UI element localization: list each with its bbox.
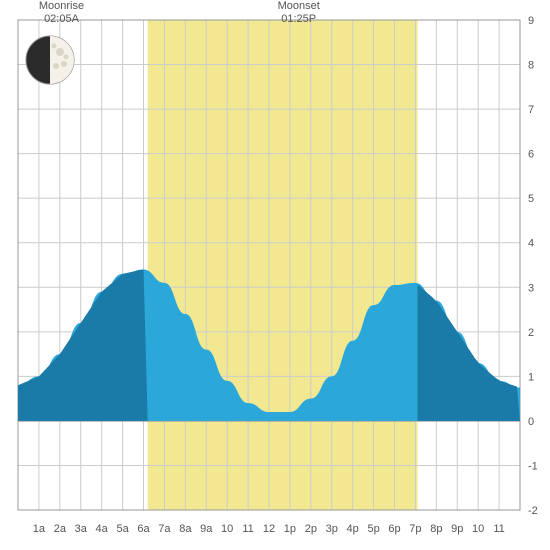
x-tick-label: 8p	[430, 523, 442, 535]
x-tick-label: 4p	[347, 523, 359, 535]
x-tick-label: 5a	[116, 523, 129, 535]
y-tick-label: 5	[528, 193, 534, 205]
y-tick-label: -1	[528, 460, 538, 472]
moonrise-title: Moonrise	[22, 0, 102, 13]
x-tick-label: 9p	[451, 523, 463, 535]
x-tick-label: 7p	[409, 523, 421, 535]
x-tick-label: 4a	[96, 523, 109, 535]
y-tick-label: 4	[528, 238, 534, 250]
tide-chart: Moonrise 02:05A Moonset 01:25P -2-101234…	[0, 0, 550, 550]
x-tick-label: 7a	[158, 523, 171, 535]
x-tick-label: 9a	[200, 523, 213, 535]
moonrise-label: Moonrise 02:05A	[22, 0, 102, 26]
y-tick-label: 7	[528, 104, 534, 116]
x-tick-label: 10	[221, 523, 233, 535]
x-tick-label: 11	[242, 523, 253, 535]
y-tick-label: 1	[528, 371, 534, 383]
x-tick-label: 3a	[75, 523, 88, 535]
x-tick-label: 8a	[179, 523, 192, 535]
y-tick-label: 9	[528, 15, 534, 27]
x-tick-label: 6a	[137, 523, 150, 535]
y-tick-label: -2	[528, 505, 538, 517]
chart-svg: -2-101234567891a2a3a4a5a6a7a8a9a1011121p…	[0, 0, 550, 550]
x-tick-label: 12	[263, 523, 275, 535]
y-tick-label: 6	[528, 149, 534, 161]
x-tick-label: 5p	[367, 523, 379, 535]
y-tick-label: 8	[528, 60, 534, 72]
x-tick-label: 1a	[33, 523, 46, 535]
moonset-time: 01:25P	[259, 13, 339, 26]
x-tick-label: 6p	[388, 523, 400, 535]
moonset-title: Moonset	[259, 0, 339, 13]
y-tick-label: 2	[528, 327, 534, 339]
moon-phase-icon	[26, 36, 74, 84]
y-tick-label: 3	[528, 282, 534, 294]
moonset-label: Moonset 01:25P	[259, 0, 339, 26]
x-tick-label: 10	[472, 523, 484, 535]
y-tick-label: 0	[528, 416, 534, 428]
x-tick-label: 11	[493, 523, 504, 535]
x-tick-label: 1p	[284, 523, 296, 535]
x-tick-label: 2a	[54, 523, 67, 535]
moonrise-time: 02:05A	[22, 13, 102, 26]
x-tick-label: 2p	[305, 523, 317, 535]
x-tick-label: 3p	[326, 523, 338, 535]
